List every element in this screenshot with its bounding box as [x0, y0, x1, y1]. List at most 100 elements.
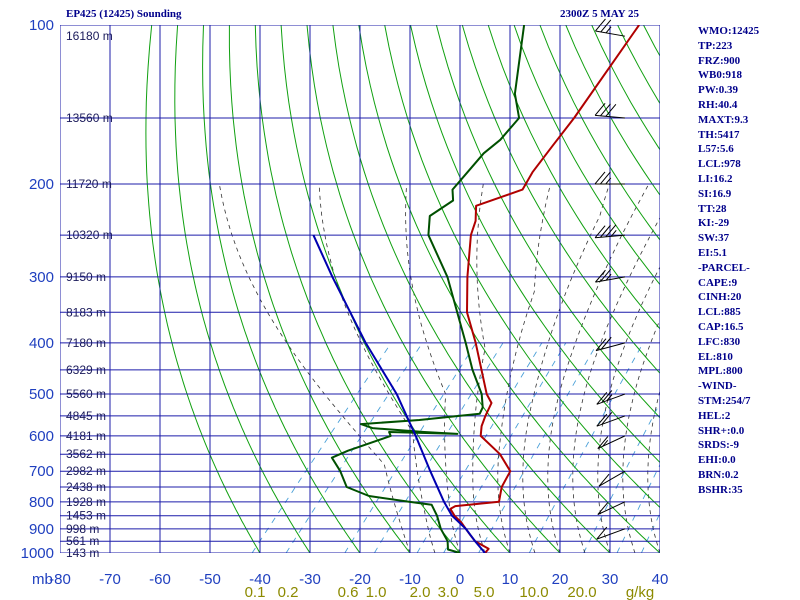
- dry-adiabat: [280, 25, 511, 553]
- wind-barb-flag: [594, 103, 606, 116]
- mixing-ratio-tick: 20.0: [567, 584, 596, 600]
- moist-adiabat: [547, 183, 650, 553]
- moist-adiabat: [597, 266, 660, 553]
- moist-adiabat: [472, 183, 486, 553]
- mixing-ratio-tick: 10.0: [519, 584, 548, 600]
- wind-barb-flag: [595, 269, 606, 283]
- wind-barb-staff: [597, 501, 626, 515]
- mixing-ratio-tick: 0.6: [338, 584, 359, 600]
- wind-barb-flag: [596, 391, 608, 405]
- height-tick: 4181 m: [66, 429, 106, 443]
- pressure-unit: mb: [32, 571, 53, 588]
- indices-panel: WMO:12425 TP:223 FRZ:900 WB0:918 PW:0.39 RH:4…: [698, 24, 800, 498]
- index-item: TT:28: [698, 202, 727, 215]
- wind-barb-flag: [598, 473, 610, 487]
- wind-barb-half: [605, 177, 612, 185]
- dry-adiabat: [384, 25, 660, 509]
- wind-barb-flag: [600, 268, 612, 282]
- height-tick: 7180 m: [66, 336, 106, 350]
- height-tick: 3562 m: [66, 447, 106, 461]
- index-item: FRZ:900: [698, 54, 741, 67]
- wind-barb-flag: [594, 225, 606, 239]
- mixing-ratio-tick: 2.0: [410, 584, 431, 600]
- wind-barb: [596, 412, 626, 427]
- temperature-tick: -60: [149, 571, 171, 588]
- index-item: EI:5.1: [698, 246, 728, 259]
- mixing-ratio-line: [251, 342, 392, 553]
- pressure-tick: 600: [29, 428, 54, 445]
- height-tick: 1928 m: [66, 495, 106, 509]
- moist-adiabat: [405, 183, 461, 553]
- height-tick: 1453 m: [66, 509, 106, 523]
- wind-barb: [597, 501, 626, 515]
- wind-barb-staff: [595, 114, 626, 119]
- index-item: MAXT:9.3: [698, 113, 749, 126]
- wind-barb-staff: [595, 234, 626, 239]
- index-item: CAP:16.5: [698, 320, 744, 333]
- index-item: CINH:20: [698, 291, 742, 304]
- pressure-tick: 800: [29, 494, 54, 511]
- wind-barb-flag: [596, 413, 608, 427]
- index-item: TP:223: [698, 39, 733, 52]
- temperature-tick: -20: [349, 571, 371, 588]
- wind-barbs: [594, 18, 626, 540]
- temperature-line: [449, 25, 640, 553]
- wind-barb-half: [605, 273, 612, 281]
- index-item: -WIND-: [698, 380, 737, 393]
- wind-barb-flag: [600, 103, 611, 117]
- pressure-tick: 100: [29, 17, 54, 34]
- dry-adiabat: [228, 25, 411, 553]
- index-item: SRDS:-9: [698, 439, 739, 452]
- index-item: LCL:978: [698, 158, 741, 171]
- wind-barb-half: [605, 26, 612, 34]
- wind-barb: [594, 224, 626, 239]
- pressure-tick: 1000: [21, 545, 54, 562]
- temperature-tick: -50: [199, 571, 221, 588]
- mixing-ratio-line: [478, 342, 598, 553]
- wind-barb: [595, 268, 626, 283]
- wind-barb-flag: [605, 224, 617, 238]
- wind-barb-staff: [595, 276, 626, 283]
- temperature-tick: -30: [299, 571, 321, 588]
- temperature-tick: 0: [456, 571, 464, 588]
- pressure-tick: 200: [29, 176, 54, 193]
- wind-barb-staff: [598, 470, 626, 487]
- height-tick: 2982 m: [66, 464, 106, 478]
- wind-barb-flag: [595, 338, 607, 351]
- height-tick: 4845 m: [66, 409, 106, 423]
- index-item: SHR+:0.0: [698, 424, 745, 437]
- moist-adiabat: [622, 318, 660, 553]
- dewpoint-line: [330, 25, 526, 553]
- moist-adiabat: [522, 183, 610, 553]
- height-tick: 13560 m: [66, 111, 113, 125]
- chart-time: 2300Z 5 MAY 25: [560, 8, 639, 20]
- temperature-tick: 10: [502, 571, 519, 588]
- temperature-tick: -10: [399, 571, 421, 588]
- index-item: HEL:2: [698, 409, 731, 422]
- wind-barb: [598, 470, 626, 487]
- mixing-ratio-tick: g/kg: [626, 584, 654, 600]
- height-tick: 561 m: [66, 534, 99, 548]
- temperature-tick: 20: [552, 571, 569, 588]
- index-item: PW:0.39: [698, 84, 739, 97]
- index-item: MPL:800: [698, 365, 743, 378]
- profile-lines: [312, 25, 640, 553]
- wind-barb-staff: [596, 393, 626, 405]
- index-item: BSHR:35: [698, 483, 743, 496]
- height-tick: 9150 m: [66, 270, 106, 284]
- dry-adiabat: [254, 25, 461, 553]
- pressure-tick: 900: [29, 521, 54, 538]
- moist-adiabat: [572, 216, 660, 553]
- pressure-tick: 400: [29, 335, 54, 352]
- wind-barb-staff: [597, 435, 626, 449]
- wind-barb: [596, 526, 626, 540]
- index-item: WB0:918: [698, 69, 742, 82]
- chart-title: EP425 (12425) Sounding: [66, 8, 182, 20]
- pressure-tick: 700: [29, 463, 54, 480]
- height-tick: 2438 m: [66, 480, 106, 494]
- mixing-ratio-line: [443, 342, 567, 553]
- wind-barb-flag: [600, 171, 611, 185]
- height-tick: 143 m: [66, 546, 99, 560]
